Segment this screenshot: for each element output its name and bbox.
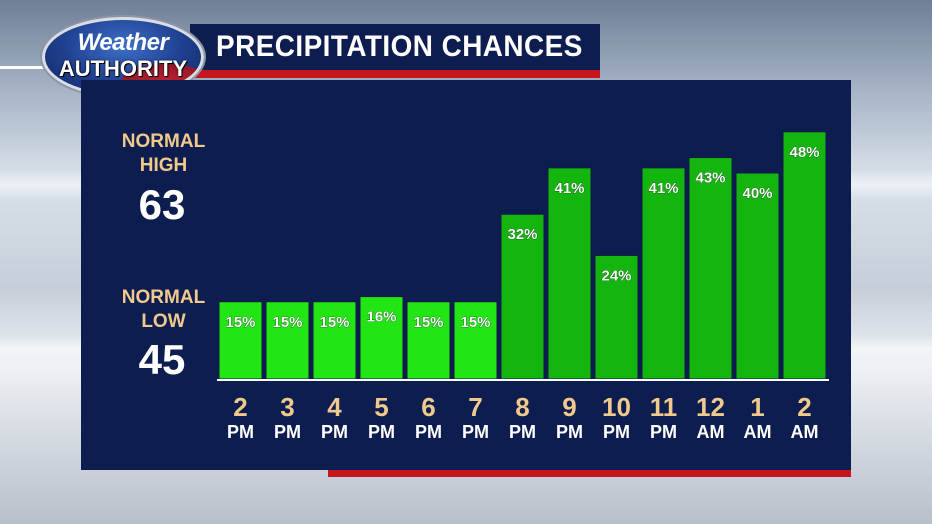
x-tick-label-hour: 10 [602,392,631,422]
normal-low-label-line1: NORMAL [121,287,206,308]
x-tick-label-period: PM [603,422,630,442]
logo-text-authority: AUTHORITY [58,56,188,81]
bar-value-label: 41% [648,180,678,197]
normal-high-label-line2: HIGH [139,155,188,176]
x-tick-label-period: PM [509,422,536,442]
x-tick-label-hour: 8 [515,392,529,422]
bar [594,254,639,380]
bar-value-label: 32% [507,226,537,243]
logo-text-weather: Weather [77,29,169,56]
chart-panel: NORMAL HIGH 63 NORMAL LOW 45 15% 2 PM 15% 3 P… [81,80,851,470]
page-title: PRECIPITATION CHANCES [216,30,583,63]
bar [359,296,404,380]
x-tick-label-hour: 12 [696,392,725,422]
x-tick-label-hour: 9 [562,392,576,422]
normal-low-label-line2: LOW [141,311,186,332]
bar-value-label: 15% [272,314,302,331]
bar-value-label: 40% [742,185,772,202]
x-tick-label-hour: 2 [233,392,247,422]
bar [453,301,498,380]
x-tick-label-hour: 1 [750,392,764,422]
x-tick-label-period: PM [274,422,301,442]
bar [500,213,545,380]
bar [735,172,780,380]
bar-value-label: 15% [319,314,349,331]
bar-value-label: 41% [554,180,584,197]
bar [406,301,451,380]
normal-high-label-line1: NORMAL [121,131,206,152]
x-tick-label-hour: 6 [421,392,435,422]
x-tick-label-period: AM [744,422,772,442]
bar [688,157,733,380]
x-tick-label-period: PM [368,422,395,442]
bar-value-label: 48% [789,144,819,161]
bar [547,167,592,380]
x-tick-label-period: PM [227,422,254,442]
x-tick-label-period: PM [321,422,348,442]
x-tick-label-hour: 4 [327,392,342,422]
x-tick-label-hour: 3 [280,392,294,422]
bar-value-label: 43% [695,170,725,187]
bar-value-label: 15% [413,314,443,331]
x-tick-label-period: PM [415,422,442,442]
precipitation-bar-chart: 15%2PM15%3PM15%4PM16%5PM15%6PM15%7PM32%8… [217,131,829,442]
x-tick-label-period: PM [462,422,489,442]
x-tick-label-hour: 5 [374,392,388,422]
x-tick-label-hour: 11 [650,392,678,422]
title-bar: PRECIPITATION CHANCES [190,24,600,78]
x-tick-label-hour: 7 [468,392,482,422]
x-tick-label-hour: 2 [797,392,811,422]
bar-value-label: 16% [366,309,396,326]
x-tick-label-period: AM [791,422,819,442]
bar [782,131,827,380]
panel-red-accent [328,470,851,477]
normal-low-value: 45 [138,336,186,383]
bar-value-label: 24% [601,267,631,284]
bar-value-label: 15% [225,314,255,331]
x-tick-label-period: PM [650,422,677,442]
bar-value-label: 15% [460,314,490,331]
x-tick-label-period: AM [697,422,725,442]
normal-high-value: 63 [138,181,186,228]
bar [641,167,686,380]
logo-accent-line [0,66,80,69]
x-tick-label-period: PM [556,422,583,442]
